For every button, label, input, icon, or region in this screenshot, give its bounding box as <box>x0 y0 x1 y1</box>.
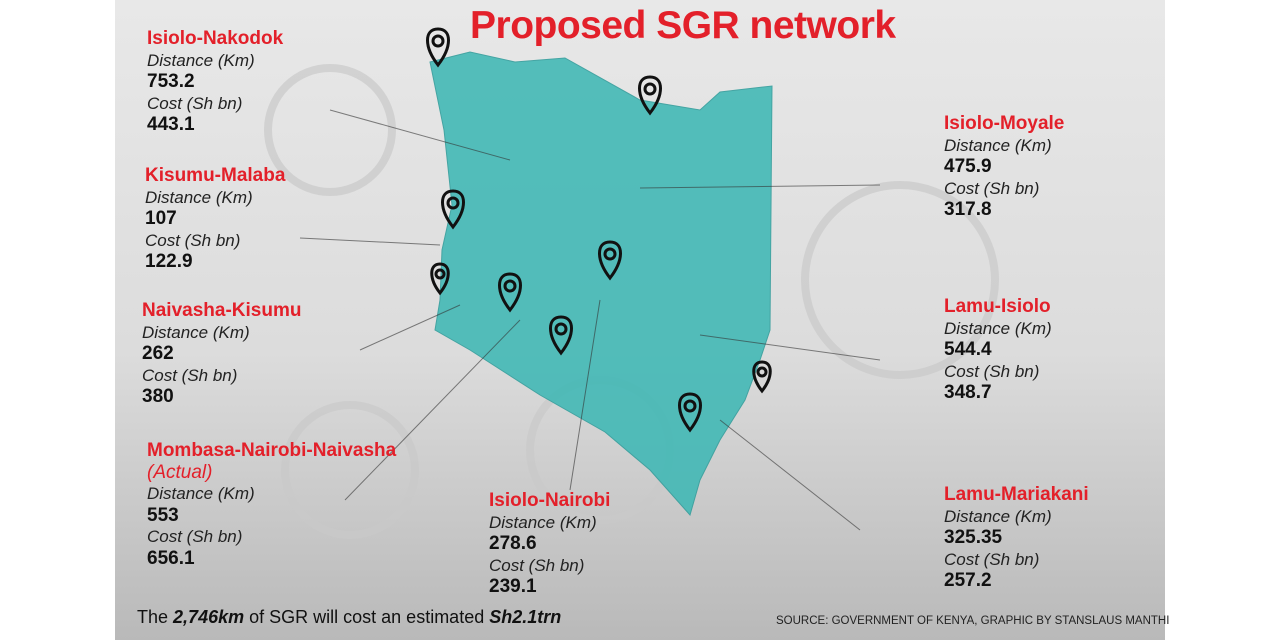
cost-value: 380 <box>142 386 174 408</box>
distance-label: Distance (Km) <box>147 484 255 504</box>
distance-value: 475.9 <box>944 156 992 178</box>
route-block: Lamu-Mariakani Distance (Km) 325.35 Cost (S… <box>944 484 1089 592</box>
route-block: Isiolo-Nakodok Distance (Km) 753.2 Cost (Sh… <box>147 28 283 136</box>
cost-value: 122.9 <box>145 251 193 273</box>
route-block: Naivasha-Kisumu Distance (Km) 262 Cost (Sh … <box>142 300 301 408</box>
distance-label: Distance (Km) <box>944 506 1052 526</box>
route-block: Lamu-Isiolo Distance (Km) 544.4 Cost (Sh bn… <box>944 296 1052 404</box>
route-name: Lamu-Mariakani <box>944 484 1089 505</box>
distance-value: 544.4 <box>944 339 992 361</box>
distance-label: Distance (Km) <box>944 318 1052 338</box>
route-name: Mombasa-Nairobi-Naivasha <box>147 440 397 461</box>
cost-value: 348.7 <box>944 382 992 404</box>
distance-label: Distance (Km) <box>489 512 597 532</box>
route-note: (Actual) <box>147 461 213 483</box>
distance-label: Distance (Km) <box>147 50 255 70</box>
route-name: Kisumu-Malaba <box>145 165 286 186</box>
cost-label: Cost (Sh bn) <box>944 549 1040 569</box>
distance-value: 753.2 <box>147 71 195 93</box>
pins <box>426 27 772 433</box>
route-name: Lamu-Isiolo <box>944 296 1051 317</box>
route-name: Naivasha-Kisumu <box>142 300 302 321</box>
distance-value: 107 <box>145 208 177 230</box>
route-name: Isiolo-Moyale <box>944 113 1065 134</box>
cost-value: 257.2 <box>944 570 992 592</box>
cost-label: Cost (Sh bn) <box>944 178 1040 198</box>
source: SOURCE: GOVERNMENT OF KENYA, GRAPHIC BY … <box>776 615 1170 627</box>
distance-label: Distance (Km) <box>142 322 250 342</box>
cost-label: Cost (Sh bn) <box>147 527 243 547</box>
footer-summary: The 2,746km of SGR will cost an estimate… <box>137 607 561 628</box>
distance-value: 278.6 <box>489 533 537 555</box>
cost-value: 443.1 <box>147 114 195 136</box>
cost-label: Cost (Sh bn) <box>142 365 238 385</box>
cost-label: Cost (Sh bn) <box>147 93 243 113</box>
footer-highlight: Sh2.1trn <box>489 607 562 627</box>
route-block: Mombasa-Nairobi-Naivasha (Actual) Distance… <box>147 440 396 570</box>
title: Proposed SGR network <box>470 4 896 47</box>
distance-label: Distance (Km) <box>145 187 253 207</box>
route-name: Isiolo-Nakodok <box>147 28 284 49</box>
distance-value: 553 <box>147 504 179 526</box>
route-name: Isiolo-Nairobi <box>489 490 611 511</box>
footer-highlight: 2,746km <box>173 607 245 627</box>
route-block: Kisumu-Malaba Distance (Km) 107 Cost (Sh bn… <box>145 165 285 273</box>
cost-value: 239.1 <box>489 576 537 598</box>
cost-label: Cost (Sh bn) <box>489 555 585 575</box>
route-block: Isiolo-Moyale Distance (Km) 475.9 Cost (Sh … <box>944 113 1064 221</box>
footer-text: The <box>137 607 169 627</box>
distance-value: 325.35 <box>944 527 1003 549</box>
distance-label: Distance (Km) <box>944 135 1052 155</box>
cost-label: Cost (Sh bn) <box>145 230 241 250</box>
distance-value: 262 <box>142 343 174 365</box>
cost-value: 656.1 <box>147 547 195 569</box>
kenya-map <box>429 51 773 517</box>
cost-value: 317.8 <box>944 199 992 221</box>
route-block: Isiolo-Nairobi Distance (Km) 278.6 Cost (Sh… <box>489 490 610 598</box>
cost-label: Cost (Sh bn) <box>944 361 1040 381</box>
footer-text: of SGR will cost an estimated <box>249 607 485 627</box>
